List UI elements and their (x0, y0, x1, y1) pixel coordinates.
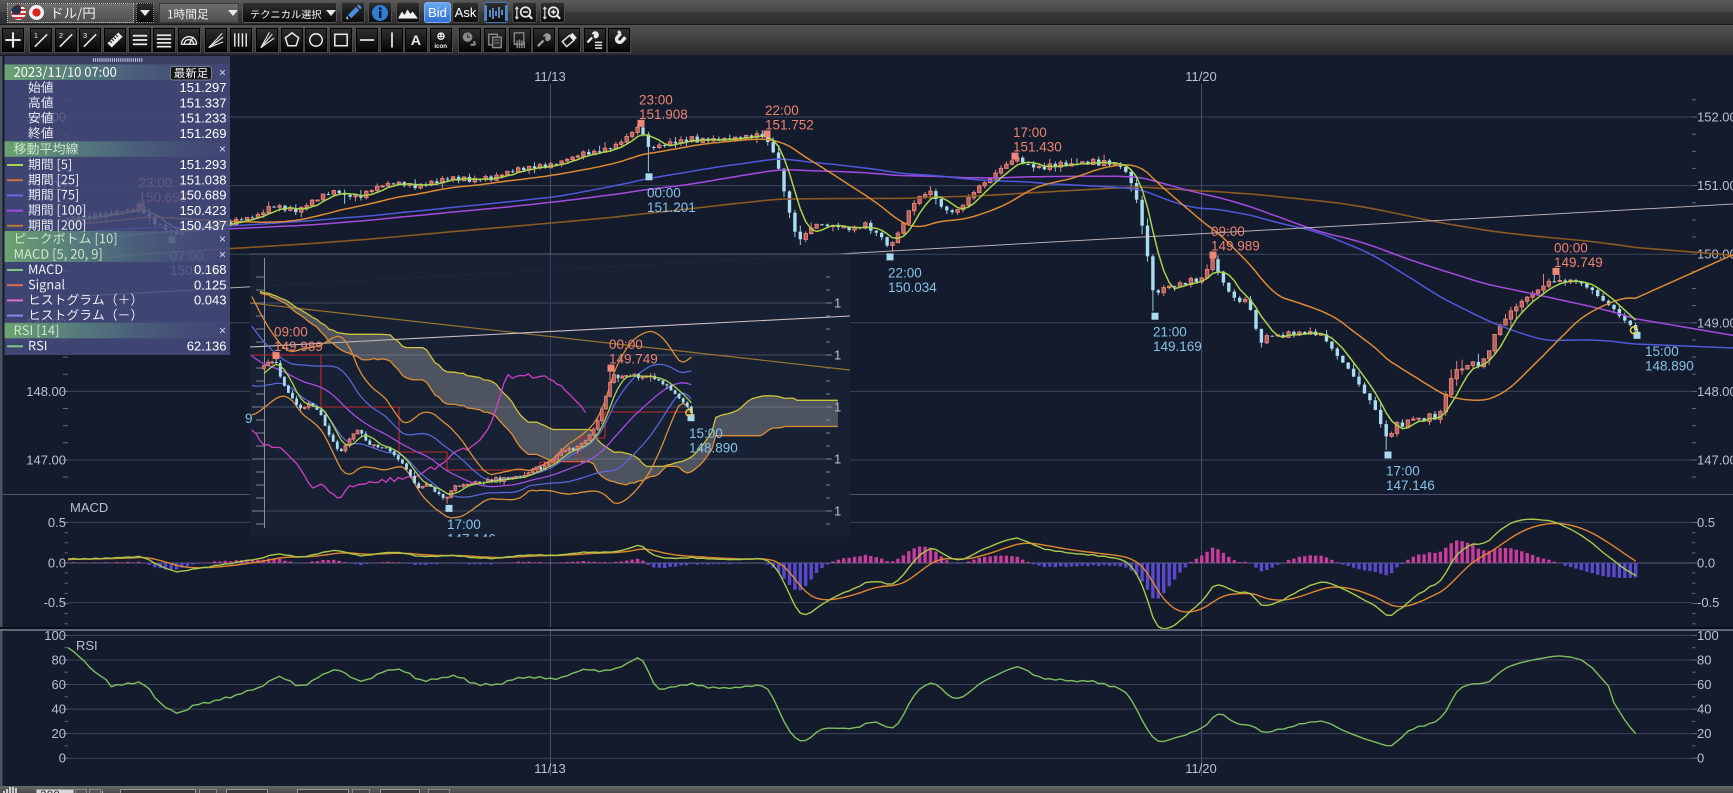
svg-text:149.989: 149.989 (1211, 239, 1260, 254)
svg-text:1: 1 (834, 400, 841, 415)
svg-text:150.689: 150.689 (180, 188, 227, 203)
svg-text:151.297: 151.297 (180, 80, 227, 95)
svg-text:151.00: 151.00 (1697, 178, 1733, 193)
svg-text:9: 9 (245, 411, 253, 426)
svg-text:-0.5: -0.5 (1697, 595, 1719, 610)
svg-text:icon: icon (434, 43, 447, 50)
svg-text:11/13: 11/13 (534, 761, 566, 776)
svg-text:151.201: 151.201 (647, 200, 696, 215)
svg-text:20: 20 (52, 726, 66, 741)
svg-text:11/20: 11/20 (1185, 69, 1217, 84)
svg-text:RSI: RSI (76, 638, 98, 653)
svg-text:A: A (411, 33, 421, 49)
svg-text:80: 80 (1697, 653, 1711, 668)
svg-text:22:00: 22:00 (888, 265, 922, 280)
svg-text:151.908: 151.908 (639, 107, 688, 122)
svg-text:151.337: 151.337 (180, 95, 227, 110)
svg-text:2: 2 (58, 31, 62, 40)
svg-text:0.043: 0.043 (194, 293, 227, 308)
svg-text:15:00: 15:00 (689, 426, 723, 441)
svg-text:80: 80 (52, 653, 66, 668)
svg-text:149.749: 149.749 (1554, 255, 1603, 270)
svg-text:147.146: 147.146 (1386, 478, 1435, 493)
svg-text:100: 100 (44, 628, 66, 643)
svg-text:1: 1 (34, 31, 38, 40)
svg-text:17:00: 17:00 (1386, 464, 1420, 479)
svg-text:×: × (219, 247, 226, 261)
svg-text:0.0: 0.0 (48, 556, 66, 571)
svg-text:62.136: 62.136 (187, 339, 227, 354)
svg-text:09:00: 09:00 (1211, 224, 1245, 239)
svg-text:0: 0 (1697, 751, 1704, 766)
svg-text:15:00: 15:00 (1645, 344, 1679, 359)
svg-text:11/20: 11/20 (1185, 761, 1217, 776)
svg-text:0.0: 0.0 (1697, 556, 1715, 571)
svg-text:150.034: 150.034 (888, 280, 937, 295)
svg-text:×: × (219, 65, 226, 79)
svg-text:-0.5: -0.5 (44, 595, 66, 610)
svg-text:0.5: 0.5 (1697, 515, 1715, 530)
svg-text:151.233: 151.233 (180, 111, 227, 126)
svg-text:148.890: 148.890 (689, 441, 738, 456)
svg-text:147.146: 147.146 (447, 531, 496, 546)
svg-text:0.125: 0.125 (194, 277, 227, 292)
svg-text:20: 20 (1697, 726, 1711, 741)
svg-text:3: 3 (83, 31, 87, 40)
svg-text:148.00: 148.00 (26, 384, 66, 399)
svg-text:149.989: 149.989 (274, 339, 323, 354)
svg-text:100: 100 (1697, 628, 1719, 643)
svg-text:09:00: 09:00 (274, 325, 308, 340)
svg-text:00:00: 00:00 (609, 337, 643, 352)
svg-text:149.749: 149.749 (609, 352, 658, 367)
svg-text:0.168: 0.168 (194, 262, 227, 277)
svg-text:17:00: 17:00 (1013, 125, 1047, 140)
svg-text:149.00: 149.00 (1697, 315, 1733, 330)
svg-text:150.423: 150.423 (180, 203, 227, 218)
svg-text:00:00: 00:00 (647, 185, 681, 200)
svg-text:×: × (219, 324, 226, 338)
svg-text:23:00: 23:00 (639, 92, 673, 107)
svg-text:147.00: 147.00 (1697, 453, 1733, 468)
svg-text:21:00: 21:00 (1153, 325, 1187, 340)
svg-text:0.5: 0.5 (48, 515, 66, 530)
svg-text:0: 0 (59, 751, 66, 766)
svg-text:1: 1 (834, 296, 841, 311)
svg-text:×: × (219, 232, 226, 246)
svg-text:150.437: 150.437 (180, 218, 227, 233)
svg-text:148.00: 148.00 (1697, 384, 1733, 399)
svg-text:151.293: 151.293 (180, 157, 227, 172)
svg-text:151.430: 151.430 (1013, 140, 1062, 155)
svg-text:151.752: 151.752 (765, 118, 814, 133)
svg-text:1: 1 (834, 504, 841, 519)
svg-text:17:00: 17:00 (447, 517, 481, 532)
svg-text:00:00: 00:00 (1554, 240, 1588, 255)
svg-text:148.890: 148.890 (1645, 358, 1694, 373)
svg-text:40: 40 (1697, 702, 1711, 717)
svg-text:MACD: MACD (70, 500, 108, 515)
svg-text:40: 40 (52, 702, 66, 717)
svg-text:60: 60 (52, 677, 66, 692)
svg-text:151.269: 151.269 (180, 126, 227, 141)
svg-text:147.00: 147.00 (26, 453, 66, 468)
svg-text:×: × (219, 142, 226, 156)
svg-text:60: 60 (1697, 677, 1711, 692)
svg-text:149.169: 149.169 (1153, 339, 1202, 354)
svg-text:1: 1 (834, 348, 841, 363)
svg-text:151.038: 151.038 (180, 172, 227, 187)
svg-text:152.00: 152.00 (1697, 110, 1733, 125)
svg-text:1: 1 (834, 452, 841, 467)
svg-text:11/13: 11/13 (534, 69, 566, 84)
svg-text:22:00: 22:00 (765, 103, 799, 118)
